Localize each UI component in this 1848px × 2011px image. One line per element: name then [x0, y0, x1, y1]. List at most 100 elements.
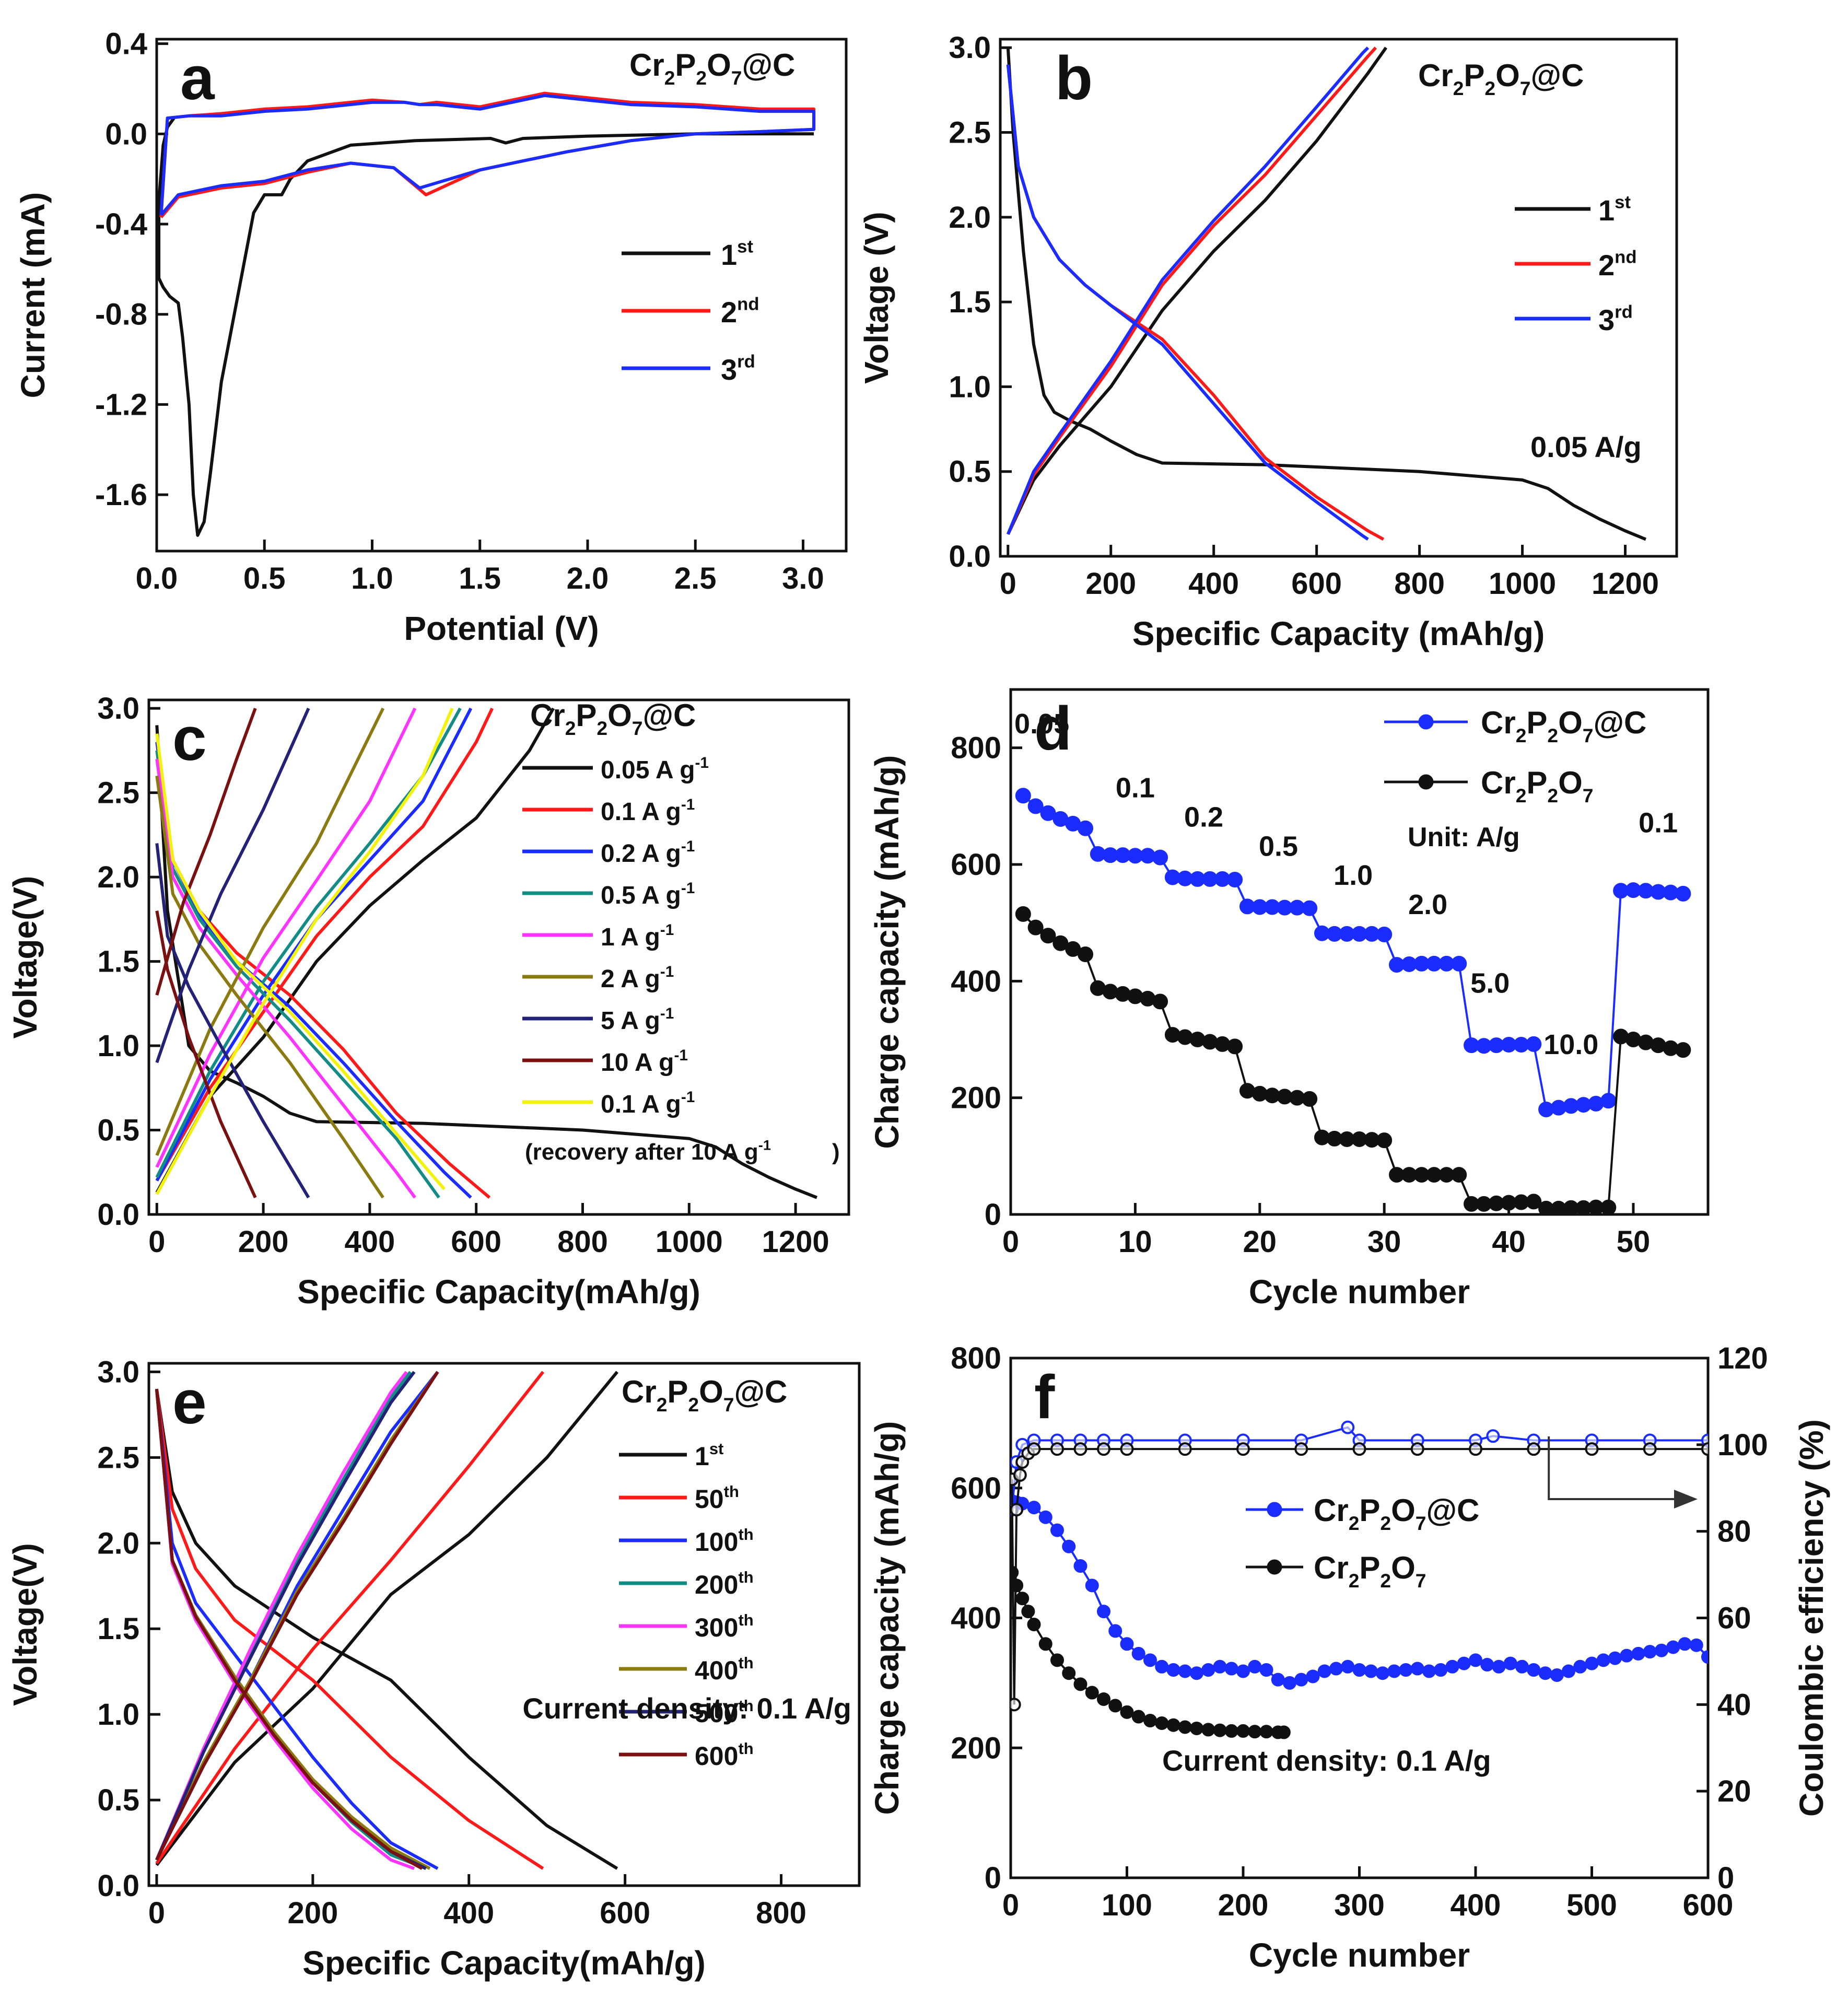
y-tick-label: 400 — [951, 964, 1001, 998]
data-point — [1073, 1677, 1087, 1691]
data-point — [1302, 900, 1318, 916]
data-point — [1120, 1442, 1134, 1456]
legend-label: 0.1 A g-1 — [601, 1089, 695, 1118]
data-point — [1236, 1664, 1250, 1678]
data-point — [1625, 1032, 1641, 1047]
y-tick-label: 0.0 — [97, 1198, 139, 1232]
rate-label: 0.5 — [1259, 831, 1298, 862]
y-tick-label: 0.5 — [949, 455, 991, 489]
data-point — [1062, 1666, 1076, 1680]
rate-label: 0.1 — [1639, 808, 1678, 839]
y-tick-label: 1.0 — [97, 1029, 139, 1063]
legend-label: 1st — [1598, 192, 1631, 227]
data-point — [1038, 1510, 1052, 1524]
data-point — [1631, 1646, 1645, 1661]
x-tick-label: 100 — [1102, 1888, 1152, 1922]
data-point — [1317, 1664, 1331, 1678]
x-tick-label: 3.0 — [782, 562, 824, 595]
rate-label: 0.2 — [1184, 801, 1223, 833]
legend-label: 2 A g-1 — [601, 963, 674, 993]
data-point — [1445, 1659, 1459, 1674]
x-axis-label: Cycle number — [1249, 1936, 1470, 1974]
data-point — [1164, 1027, 1180, 1043]
data-point — [1376, 1666, 1389, 1680]
data-point — [1585, 1656, 1599, 1670]
x-tick-label: 200 — [287, 1896, 338, 1930]
data-point — [1294, 1673, 1308, 1687]
series-line-600th — [155, 1388, 423, 1870]
data-point — [1613, 1028, 1629, 1045]
data-point — [1588, 1095, 1604, 1112]
data-point — [1469, 1442, 1482, 1456]
x-tick-label: 0.5 — [243, 562, 286, 595]
data-point — [1050, 1653, 1064, 1667]
data-point — [1376, 927, 1393, 942]
data-point — [1457, 1656, 1471, 1670]
data-point — [1410, 1442, 1424, 1456]
legend-marker — [1267, 1502, 1282, 1517]
legend-note: (recovery after 10 A g-1 — [525, 1137, 771, 1165]
panel-letter: e — [172, 1368, 207, 1437]
rate-label: 10.0 — [1543, 1029, 1598, 1060]
y-tick-label: 0.4 — [105, 27, 147, 61]
data-point — [1062, 1539, 1076, 1553]
x-axis-label: Specific Capacity (mAh/g) — [1132, 615, 1545, 652]
series-line-1stc — [155, 1371, 619, 1866]
data-point — [1675, 1042, 1691, 1058]
plot-area — [1015, 788, 1691, 1214]
y-tick-label: -1.6 — [95, 478, 147, 512]
series-line-50thc — [155, 1371, 545, 1865]
annotation: Current density: 0.1 A/g — [522, 1692, 851, 1725]
data-point — [1140, 990, 1156, 1007]
data-point — [1302, 1091, 1318, 1107]
plot-frame — [155, 38, 848, 553]
plot-frame — [147, 1362, 861, 1887]
y-axis-label: Current (mA) — [14, 192, 52, 399]
y-tick-label: 0.5 — [97, 1783, 139, 1817]
legend-marker — [1418, 774, 1434, 790]
annotation: 0.05 A/g — [1530, 430, 1642, 463]
data-point — [1190, 1721, 1203, 1735]
x-tick-label: 50 — [1617, 1225, 1651, 1259]
x-tick-label: 600 — [600, 1896, 650, 1930]
x-axis-label: Cycle number — [1249, 1273, 1470, 1311]
y2-tick-label: 40 — [1717, 1688, 1751, 1722]
data-point — [1341, 1659, 1355, 1674]
panel-b: 0 200 400 600 800 1000 1200 0.0 0.5 1.0 1.5 2.0 2.5 3… — [858, 31, 1678, 652]
panel-d: 0 10 20 30 40 50 0 200 400 600 800 Cycle number Char… — [868, 688, 1710, 1311]
data-point — [1214, 1036, 1231, 1052]
y-axis-label: Voltage(V) — [6, 876, 44, 1039]
data-point — [1643, 1645, 1657, 1659]
legend-label: 0.5 A g-1 — [601, 880, 695, 909]
data-point — [1562, 1664, 1575, 1678]
data-point — [1155, 1716, 1169, 1730]
legend-label: 200th — [695, 1568, 754, 1599]
data-point — [1189, 1032, 1206, 1047]
series-line-200th — [155, 1388, 427, 1870]
data-point — [1600, 1199, 1617, 1214]
panel-letter: b — [1055, 44, 1093, 113]
legend-marker — [1418, 714, 1434, 730]
data-point — [1011, 1503, 1024, 1517]
arrow-head-icon — [1674, 1490, 1698, 1509]
legend-label: 3rd — [721, 352, 755, 386]
y-tick-label: 2.0 — [949, 201, 991, 235]
data-point — [1399, 1663, 1413, 1677]
series-line-3rd-charge — [1007, 46, 1370, 535]
series-line-0.1r — [155, 733, 446, 1190]
series-line-400th — [155, 1388, 431, 1870]
data-point — [1127, 988, 1143, 1004]
y-tick-label: 0.0 — [105, 117, 147, 151]
x-tick-label: 400 — [1188, 567, 1239, 601]
x-tick-label: 40 — [1492, 1225, 1526, 1259]
data-point — [1608, 1651, 1622, 1665]
data-point — [1550, 1668, 1564, 1682]
y-tick-label: 2.5 — [97, 776, 139, 810]
series-line-0.5c — [155, 707, 462, 1178]
data-point — [1236, 1724, 1250, 1738]
data-point — [1277, 1725, 1291, 1739]
y2-tick-label: 60 — [1717, 1601, 1751, 1635]
x-tick-label: 400 — [1451, 1888, 1501, 1922]
x-tick-label: 1.0 — [351, 562, 393, 595]
data-point — [1585, 1442, 1599, 1456]
